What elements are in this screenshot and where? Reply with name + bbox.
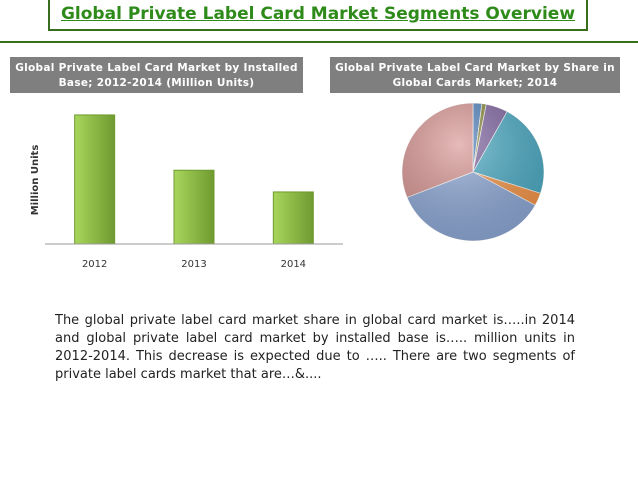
bar	[74, 114, 116, 245]
chart-title: Global Private Label Card Market by Shar…	[330, 57, 620, 93]
x-tick-label: 2014	[281, 259, 306, 270]
bar	[272, 191, 314, 245]
y-axis-label: Million Units	[30, 145, 41, 216]
chart-title: Global Private Label Card Market by Inst…	[10, 57, 303, 93]
slide-title: Global Private Label Card Market Segment…	[48, 0, 588, 31]
x-tick-label: 2013	[181, 259, 206, 270]
bar	[173, 169, 215, 245]
body-text: The global private label card market sha…	[55, 313, 575, 382]
x-tick-label: 2012	[82, 259, 107, 270]
